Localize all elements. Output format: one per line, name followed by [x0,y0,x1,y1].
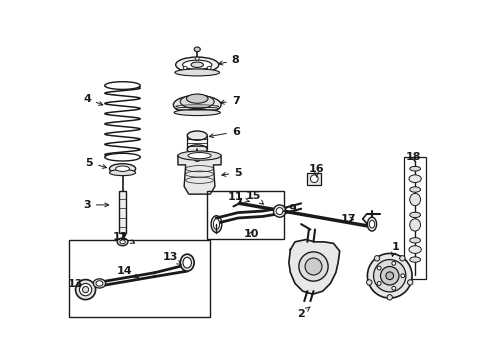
Bar [307,172,321,185]
Ellipse shape [369,220,375,228]
Text: 14: 14 [116,266,139,278]
Ellipse shape [400,256,405,261]
Ellipse shape [109,164,136,174]
Ellipse shape [367,280,372,285]
Ellipse shape [178,151,221,160]
Ellipse shape [120,240,125,244]
Ellipse shape [116,166,129,171]
Polygon shape [289,239,340,294]
Bar [207,191,284,239]
Text: 13: 13 [163,252,181,265]
Text: 10: 10 [244,229,259,239]
Text: 1: 1 [391,242,399,256]
Ellipse shape [196,57,199,60]
Ellipse shape [187,131,207,140]
Ellipse shape [377,282,381,285]
Ellipse shape [109,170,136,176]
Bar [69,239,210,316]
Ellipse shape [117,238,128,246]
Text: 16: 16 [309,164,324,177]
Ellipse shape [191,62,203,67]
Text: 18: 18 [406,152,421,162]
Ellipse shape [368,253,412,298]
Bar [404,157,426,279]
Ellipse shape [410,193,420,206]
Ellipse shape [180,95,214,109]
Ellipse shape [180,254,194,271]
Ellipse shape [409,175,421,183]
Text: 15: 15 [246,191,264,204]
Ellipse shape [392,261,396,265]
Ellipse shape [211,216,222,233]
Ellipse shape [305,258,322,275]
Ellipse shape [187,145,207,154]
Text: 9: 9 [283,204,296,214]
Ellipse shape [183,66,187,69]
Ellipse shape [213,219,220,230]
Ellipse shape [374,256,380,261]
Ellipse shape [392,286,396,290]
Ellipse shape [401,274,405,278]
Ellipse shape [410,238,420,243]
Text: 11: 11 [228,192,249,202]
Ellipse shape [408,280,413,285]
Ellipse shape [311,175,318,183]
Ellipse shape [276,208,283,215]
Ellipse shape [175,57,219,72]
Ellipse shape [387,294,392,300]
Ellipse shape [96,281,103,286]
Ellipse shape [381,266,399,285]
Ellipse shape [186,94,208,103]
Text: 13: 13 [68,279,83,289]
Text: 12: 12 [113,232,135,243]
Text: 8: 8 [219,55,240,65]
Ellipse shape [273,205,286,217]
Ellipse shape [373,260,406,292]
Text: 2: 2 [297,307,310,319]
Ellipse shape [194,156,200,161]
Ellipse shape [377,266,381,270]
Text: 4: 4 [83,94,103,105]
Ellipse shape [183,257,192,268]
Text: 5: 5 [86,158,106,168]
Polygon shape [178,156,221,194]
Text: 6: 6 [210,127,240,138]
Ellipse shape [410,212,420,217]
Ellipse shape [75,280,96,300]
Text: 17: 17 [341,214,357,224]
Ellipse shape [173,95,221,114]
Text: 7: 7 [220,96,240,106]
Ellipse shape [409,246,421,253]
Bar [119,191,126,233]
Ellipse shape [79,283,92,296]
Text: 3: 3 [83,200,109,210]
Ellipse shape [386,272,393,280]
Ellipse shape [174,109,220,116]
Ellipse shape [105,153,140,161]
Ellipse shape [183,60,212,69]
Ellipse shape [410,187,420,192]
Ellipse shape [410,166,420,171]
Ellipse shape [82,287,89,293]
Ellipse shape [410,219,420,231]
Ellipse shape [410,257,420,262]
Ellipse shape [188,153,211,159]
Ellipse shape [299,252,328,281]
Ellipse shape [93,279,106,288]
Ellipse shape [175,69,220,76]
Text: 5: 5 [222,167,242,177]
Ellipse shape [207,66,211,69]
Ellipse shape [105,82,140,89]
Ellipse shape [368,217,377,231]
Ellipse shape [194,47,200,52]
